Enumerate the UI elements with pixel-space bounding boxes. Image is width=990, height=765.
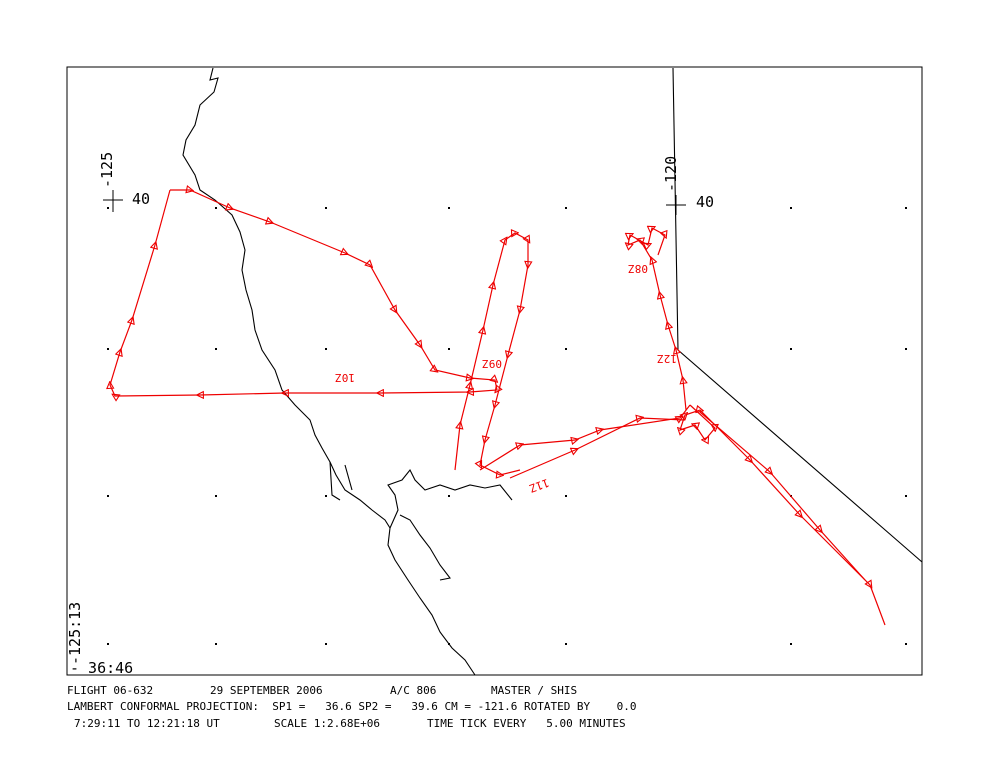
time-label: 11Z [527, 476, 550, 495]
grid-dot [215, 207, 217, 209]
grid-dot [905, 495, 907, 497]
grid-dot [790, 348, 792, 350]
grid-dot [565, 495, 567, 497]
footer-text: A/C 806 [390, 684, 436, 697]
grid-dot [565, 643, 567, 645]
grid-dot [905, 643, 907, 645]
footer-text: MASTER / SHIS [491, 684, 577, 697]
grid-dot [325, 348, 327, 350]
grid-dot [565, 207, 567, 209]
flight-track [479, 404, 691, 471]
lon-label: -125 [98, 152, 116, 188]
corner-lat: - 36:46 [70, 659, 133, 677]
grid-dot [107, 495, 109, 497]
footer-text: 7:29:11 TO 12:21:18 UT [74, 717, 220, 730]
flight-track [699, 411, 866, 581]
grid-dot [325, 643, 327, 645]
grid-dot [215, 643, 217, 645]
lat-lon-cross [666, 195, 686, 215]
footer-text: TIME TICK EVERY 5.00 MINUTES [427, 717, 626, 730]
grid-dots [107, 207, 907, 645]
bay [329, 461, 513, 581]
grid-dot [325, 495, 327, 497]
lon-label: -120 [662, 156, 680, 192]
lat-label: 40 [132, 190, 150, 208]
state-border [672, 67, 923, 563]
map-frame [66, 66, 923, 676]
grid-dot [107, 643, 109, 645]
grid-dot [905, 348, 907, 350]
grid-dot [905, 207, 907, 209]
time-label: 12Z [657, 352, 677, 365]
flight-track [680, 404, 886, 626]
footer-text: SCALE 1:2.68E+06 [274, 717, 380, 730]
time-label: 10Z [335, 371, 355, 384]
grid-dot [448, 495, 450, 497]
flight-track [628, 228, 686, 411]
grid-dot [325, 207, 327, 209]
time-label: 09Z [482, 357, 502, 370]
grid-dot [790, 207, 792, 209]
grid-dot [565, 348, 567, 350]
grid-dot [215, 348, 217, 350]
footer-text: LAMBERT CONFORMAL PROJECTION: SP1 = 36.6… [67, 700, 637, 713]
lat-lon-cross [103, 190, 123, 212]
corner-lon: -125:13 [66, 602, 84, 665]
flight-track [509, 418, 686, 479]
footer-text: 29 SEPTEMBER 2006 [210, 684, 323, 697]
footer-text: FLIGHT 06-632 [67, 684, 153, 697]
grid-dot [790, 643, 792, 645]
time-label: 08Z [628, 262, 648, 275]
coastline [182, 67, 476, 676]
grid-dot [448, 348, 450, 350]
grid-dot [107, 207, 109, 209]
flight-track [110, 190, 497, 396]
lat-label: 40 [696, 193, 714, 211]
grid-dot [448, 207, 450, 209]
grid-dot [215, 495, 217, 497]
flight-track [454, 233, 528, 475]
grid-dot [107, 348, 109, 350]
